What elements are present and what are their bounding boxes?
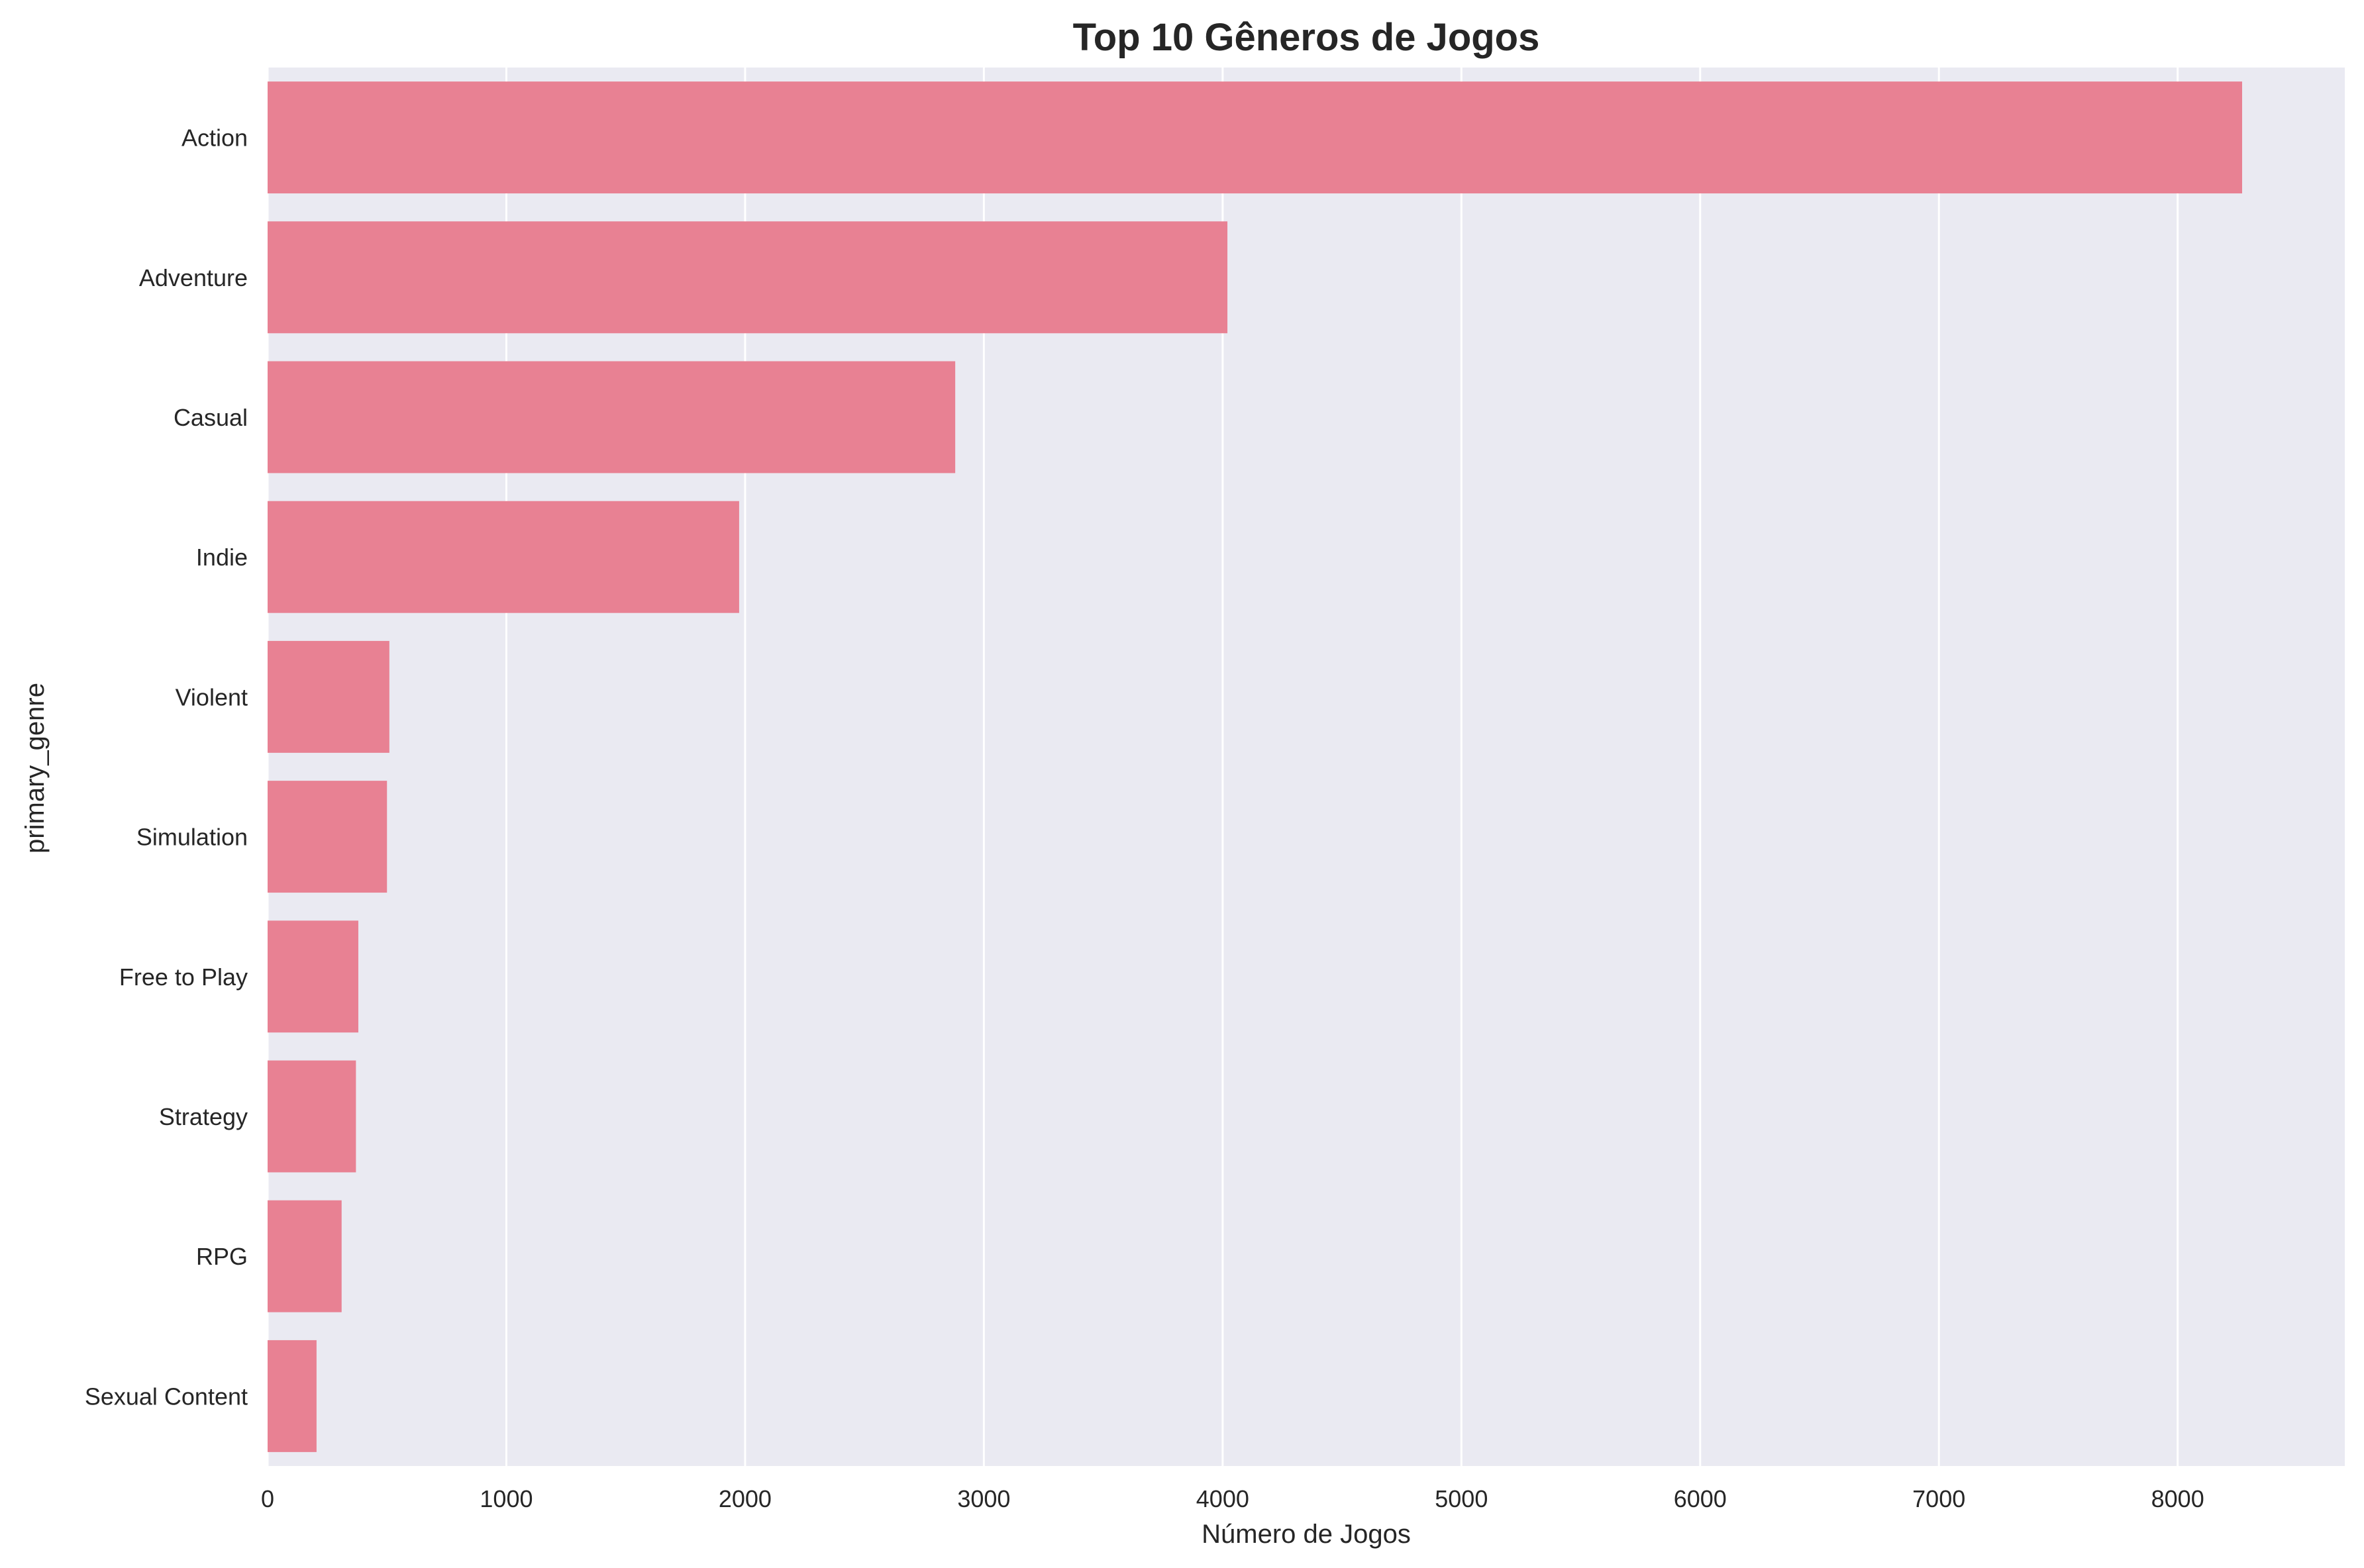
x-tick-labels: 0 1000 2000 3000 4000 5000 6000 7000 8000 bbox=[261, 1485, 2204, 1512]
y-tick-label: Strategy bbox=[159, 1103, 248, 1130]
y-tick-label: Indie bbox=[196, 544, 248, 571]
y-axis-label: primary_genre bbox=[21, 683, 50, 854]
y-tick-label: Sexual Content bbox=[85, 1383, 248, 1410]
y-tick-label: Action bbox=[181, 124, 248, 152]
x-tick-label: 6000 bbox=[1674, 1485, 1727, 1512]
y-tick-label: Free to Play bbox=[119, 963, 248, 991]
bars bbox=[268, 81, 2243, 1452]
bar-indie bbox=[268, 501, 739, 613]
x-tick-label: 3000 bbox=[957, 1485, 1010, 1512]
x-tick-label: 8000 bbox=[2151, 1485, 2204, 1512]
bar-casual bbox=[268, 361, 956, 473]
bar-simulation bbox=[268, 781, 387, 893]
y-tick-label: Simulation bbox=[136, 824, 248, 851]
bar-strategy bbox=[268, 1060, 356, 1173]
x-axis-label: Número de Jogos bbox=[1202, 1520, 1411, 1549]
x-tick-label: 1000 bbox=[480, 1485, 533, 1512]
bar-rpg bbox=[268, 1200, 342, 1312]
bar-violent bbox=[268, 640, 389, 753]
y-tick-label: Adventure bbox=[139, 264, 248, 291]
bar-adventure bbox=[268, 221, 1228, 334]
x-tick-label: 5000 bbox=[1435, 1485, 1488, 1512]
bar-sexual-content bbox=[268, 1340, 317, 1452]
x-tick-label: 7000 bbox=[1912, 1485, 1965, 1512]
chart-title: Top 10 Gêneros de Jogos bbox=[1073, 16, 1540, 59]
y-tick-label: Violent bbox=[176, 683, 248, 710]
x-tick-label: 4000 bbox=[1196, 1485, 1249, 1512]
y-tick-labels: Action Adventure Casual Indie Violent Simulat… bbox=[85, 124, 248, 1410]
x-tick-label: 2000 bbox=[719, 1485, 772, 1512]
y-tick-label: Casual bbox=[174, 404, 248, 431]
y-tick-label: RPG bbox=[196, 1243, 248, 1270]
bar-free-to-play bbox=[268, 920, 358, 1033]
bar-action bbox=[268, 81, 2243, 194]
x-tick-label: 0 bbox=[261, 1485, 274, 1512]
